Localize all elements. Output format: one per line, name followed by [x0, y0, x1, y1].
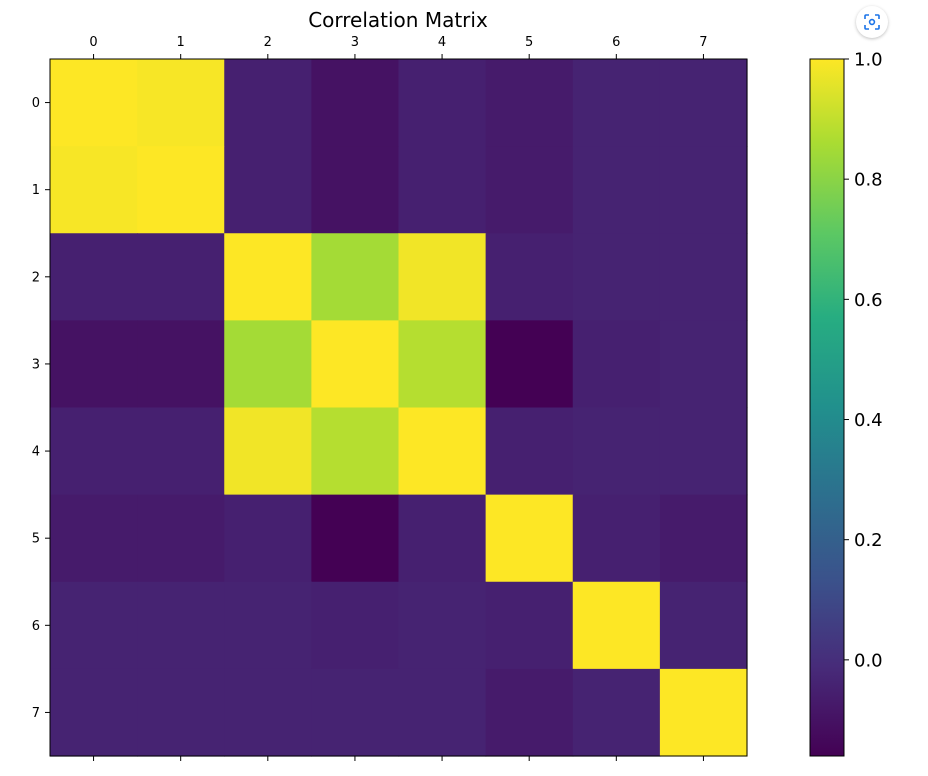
colorbar-tick-label-2: 0.4: [854, 410, 883, 431]
heatmap-cell-4-2: [224, 407, 312, 496]
heatmap-cell-2-1: [137, 233, 225, 321]
heatmap-cell-5-0: [50, 494, 138, 583]
heatmap-cell-2-4: [398, 233, 487, 321]
heatmap-cell-6-0: [50, 581, 138, 670]
colorbar-tick-label-3: 0.6: [854, 290, 883, 311]
heatmap-cell-5-6: [572, 494, 661, 583]
y-tick-label-5: 5: [32, 532, 40, 547]
heatmap-cell-7-4: [398, 668, 487, 757]
heatmap-cell-3-1: [137, 320, 225, 409]
y-tick-label-7: 7: [32, 706, 40, 721]
x-tick-label-5: 5: [525, 35, 533, 50]
heatmap-cell-2-2: [224, 233, 312, 321]
heatmap-cell-2-7: [659, 233, 748, 321]
heatmap-cell-0-0: [50, 59, 138, 147]
heatmap-cell-1-3: [311, 146, 400, 234]
heatmap-cell-0-7: [659, 59, 748, 147]
heatmap-cell-1-1: [137, 146, 225, 234]
heatmap-cell-7-0: [50, 668, 138, 757]
x-tick-label-0: 0: [89, 35, 97, 50]
heatmap-cell-4-4: [398, 407, 487, 496]
colorbar-tick-label-5: 1.0: [854, 50, 883, 71]
x-tick-label-1: 1: [177, 35, 185, 50]
heatmap-cell-7-5: [485, 668, 574, 757]
heatmap-cell-3-5: [485, 320, 574, 409]
heatmap-cell-3-2: [224, 320, 312, 409]
heatmap-cell-0-1: [137, 59, 225, 147]
heatmap-cell-0-2: [224, 59, 312, 147]
heatmap-cell-3-6: [572, 320, 661, 409]
y-tick-label-1: 1: [32, 183, 40, 198]
colorbar-tick-label-4: 0.8: [854, 170, 883, 191]
heatmap-cell-7-3: [311, 668, 400, 757]
y-tick-label-2: 2: [32, 270, 40, 285]
heatmap-cell-3-7: [659, 320, 748, 409]
heatmap-cell-6-2: [224, 581, 312, 670]
heatmap-cell-5-7: [659, 494, 748, 583]
heatmap-cell-2-0: [50, 233, 138, 321]
heatmap-cell-1-5: [485, 146, 574, 234]
heatmap-cell-6-5: [485, 581, 574, 670]
heatmap-cell-1-4: [398, 146, 487, 234]
x-axis-ticks: 0 1 2 3 4 5 6 7: [89, 35, 708, 761]
y-axis-ticks: 0 1 2 3 4 5 6 7: [32, 96, 50, 721]
y-tick-label-3: 3: [32, 357, 40, 372]
heatmap-cell-2-3: [311, 233, 400, 321]
heatmap-cell-3-0: [50, 320, 138, 409]
chart-title: Correlation Matrix: [308, 8, 488, 32]
x-tick-label-3: 3: [351, 35, 359, 50]
heatmap-cell-7-6: [572, 668, 661, 757]
heatmap-cell-0-5: [485, 59, 574, 147]
heatmap-cell-5-2: [224, 494, 312, 583]
colorbar-gradient: [809, 58, 845, 757]
heatmap-cell-5-3: [311, 494, 400, 583]
colorbar-tick-label-0: 0.0: [854, 650, 883, 671]
heatmap-cell-5-1: [137, 494, 225, 583]
heatmap-cell-4-1: [137, 407, 225, 496]
x-tick-label-7: 7: [699, 35, 707, 50]
heatmap-cell-6-4: [398, 581, 487, 670]
y-tick-label-6: 6: [32, 619, 40, 634]
heatmap-cell-6-3: [311, 581, 400, 670]
heatmap-cells: [50, 59, 748, 757]
heatmap-cell-6-1: [137, 581, 225, 670]
heatmap-cell-3-3: [311, 320, 400, 409]
heatmap-cell-7-2: [224, 668, 312, 757]
x-tick-label-4: 4: [438, 35, 446, 50]
heatmap-cell-1-2: [224, 146, 312, 234]
heatmap-cell-0-4: [398, 59, 487, 147]
heatmap-cell-1-7: [659, 146, 748, 234]
focus-scan-icon: [864, 14, 880, 30]
heatmap-cell-2-5: [485, 233, 574, 321]
x-tick-label-2: 2: [264, 35, 272, 50]
heatmap-cell-1-0: [50, 146, 138, 234]
heatmap-cell-6-6: [572, 581, 661, 670]
focus-scan-button[interactable]: [856, 6, 888, 38]
heatmap-cell-2-6: [572, 233, 661, 321]
heatmap-cell-4-6: [572, 407, 661, 496]
heatmap-cell-4-3: [311, 407, 400, 496]
heatmap-cell-5-4: [398, 494, 487, 583]
colorbar: 0.0 0.2 0.4 0.6 0.8 1.0: [809, 50, 883, 757]
x-tick-label-6: 6: [612, 35, 620, 50]
heatmap-cell-4-7: [659, 407, 748, 496]
heatmap-cell-3-4: [398, 320, 487, 409]
colorbar-tick-label-1: 0.2: [854, 530, 883, 551]
y-tick-label-0: 0: [32, 96, 40, 111]
heatmap-cell-4-5: [485, 407, 574, 496]
heatmap-cell-7-1: [137, 668, 225, 757]
y-tick-label-4: 4: [32, 445, 40, 460]
heatmap-cell-5-5: [485, 494, 574, 583]
plot-frame: [49, 58, 748, 757]
heatmap-cell-0-3: [311, 59, 400, 147]
heatmap-cell-6-7: [659, 581, 748, 670]
heatmap-cell-4-0: [50, 407, 138, 496]
heatmap-cell-7-7: [659, 668, 748, 757]
heatmap-cell-1-6: [572, 146, 661, 234]
heatmap-cell-0-6: [572, 59, 661, 147]
